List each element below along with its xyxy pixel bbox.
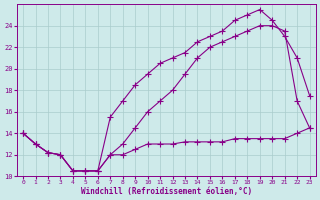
X-axis label: Windchill (Refroidissement éolien,°C): Windchill (Refroidissement éolien,°C) (81, 187, 252, 196)
